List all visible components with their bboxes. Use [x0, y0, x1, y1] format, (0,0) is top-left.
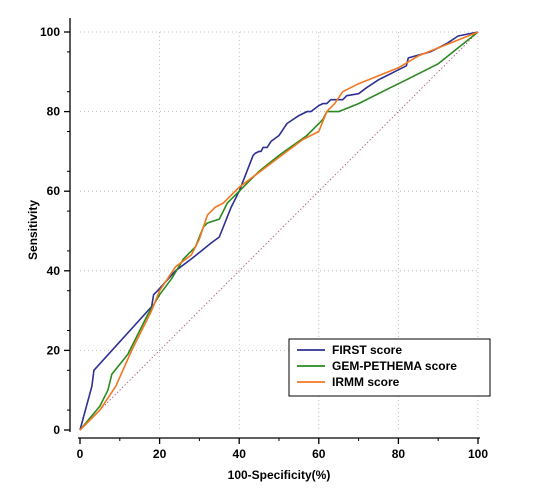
reference-diagonal-line [79, 31, 479, 431]
tick-labels: 0 20 40 60 80 100 0 20 40 60 80 100 [40, 25, 488, 461]
x-tick-label: 20 [153, 447, 167, 461]
legend-label: GEM-PETHEMA score [332, 359, 457, 373]
x-tick-label: 40 [233, 447, 247, 461]
series-line-gem-pethema-score [79, 31, 479, 431]
y-tick-label: 40 [47, 264, 61, 278]
y-tick-label: 20 [47, 343, 61, 357]
x-tick-label: 0 [77, 447, 84, 461]
y-tick-label: 60 [47, 184, 61, 198]
reference-line-group [79, 31, 479, 431]
y-tick-label: 0 [53, 423, 60, 437]
series-group [79, 31, 479, 431]
axes [64, 18, 480, 444]
x-axis-title: 100-Specificity(%) [228, 468, 331, 482]
y-axis-title: Sensitivity [26, 200, 40, 260]
x-tick-label: 100 [468, 447, 488, 461]
y-tick-label: 80 [47, 105, 61, 119]
y-tick-label: 100 [40, 25, 60, 39]
legend-box [288, 338, 491, 397]
legend-label: FIRST score [332, 343, 402, 357]
legend-label: IRMM score [332, 375, 400, 389]
x-tick-label: 80 [392, 447, 406, 461]
series-line-first-score [79, 31, 479, 431]
legend: FIRST score GEM-PETHEMA score IRMM score [288, 338, 491, 397]
series-line-irmm-score [79, 31, 479, 431]
x-tick-label: 60 [312, 447, 326, 461]
